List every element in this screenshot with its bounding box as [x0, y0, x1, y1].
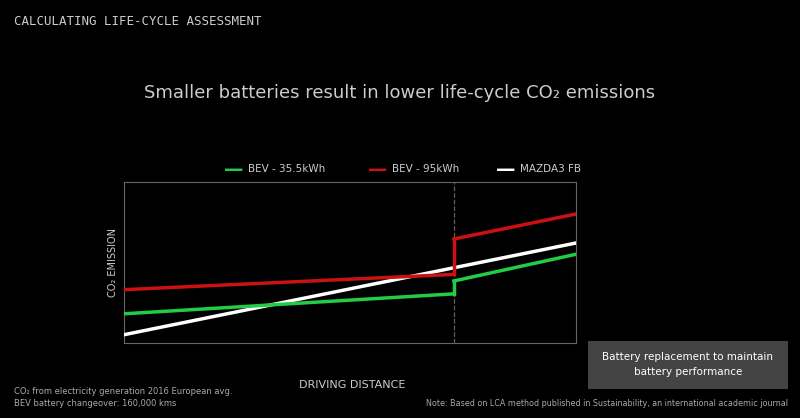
- Y-axis label: CO₂ EMISSION: CO₂ EMISSION: [109, 228, 118, 297]
- Text: Battery replacement to maintain
battery performance: Battery replacement to maintain battery …: [602, 352, 774, 377]
- Text: MAZDA3 FB: MAZDA3 FB: [520, 164, 581, 174]
- Text: —: —: [368, 160, 387, 179]
- Text: BEV - 35.5kWh: BEV - 35.5kWh: [248, 164, 326, 174]
- Text: DRIVING DISTANCE: DRIVING DISTANCE: [299, 380, 405, 390]
- Text: CO₂ from electricity generation 2016 European avg.
BEV battery changeover: 160,0: CO₂ from electricity generation 2016 Eur…: [14, 387, 233, 408]
- Text: —: —: [224, 160, 243, 179]
- Text: Smaller batteries result in lower life-cycle CO₂ emissions: Smaller batteries result in lower life-c…: [145, 84, 655, 102]
- Text: CALCULATING LIFE-CYCLE ASSESSMENT: CALCULATING LIFE-CYCLE ASSESSMENT: [14, 15, 262, 28]
- Text: BEV - 95kWh: BEV - 95kWh: [392, 164, 459, 174]
- Text: —: —: [496, 160, 515, 179]
- Text: Note: Based on LCA method published in Sustainability, an international academic: Note: Based on LCA method published in S…: [426, 398, 788, 408]
